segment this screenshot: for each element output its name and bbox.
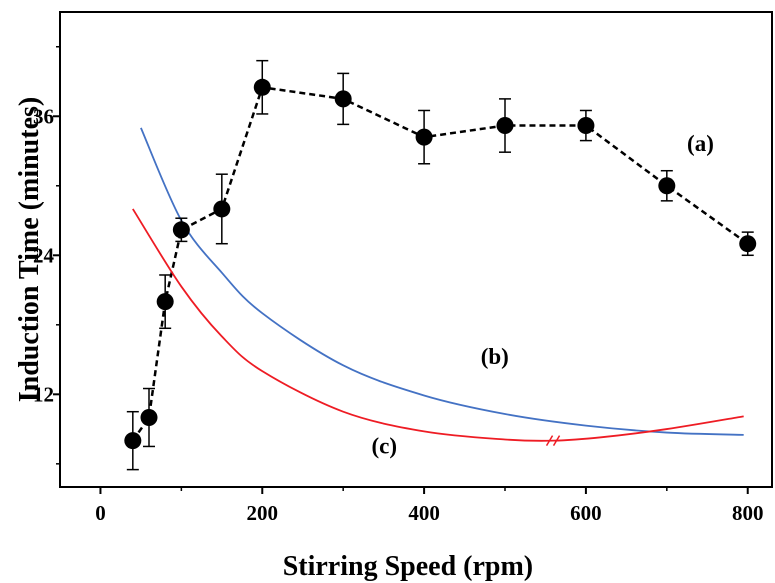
x-tick-label: 0 — [95, 501, 106, 525]
plot-frame — [59, 11, 773, 488]
data-point — [415, 128, 433, 146]
data-point — [577, 117, 595, 135]
x-tick-label: 200 — [247, 501, 279, 525]
data-point — [658, 177, 676, 195]
break-mark — [545, 435, 554, 447]
data-point — [334, 90, 352, 108]
data-point — [253, 78, 271, 96]
y-tick-label: 24 — [33, 243, 55, 267]
markers — [124, 59, 757, 471]
curve-label-a: (a) — [687, 131, 714, 156]
y-tick-label: 36 — [33, 104, 54, 128]
x-axis-title: Stirring Speed (rpm) — [283, 551, 533, 582]
data-point — [739, 235, 757, 253]
curves — [131, 85, 749, 447]
data-point — [124, 432, 142, 450]
x-tick-label: 800 — [732, 501, 764, 525]
data-point — [172, 221, 190, 239]
y-axis-title: Induction Time (minutes) — [14, 97, 45, 402]
data-point — [156, 293, 174, 311]
series-1-line — [140, 127, 744, 436]
axis-ticks: 0 200 400 600 800 12 24 36 — [33, 46, 764, 525]
data-point — [140, 408, 158, 426]
series-0-line — [131, 85, 749, 442]
plot-border — [59, 11, 773, 488]
x-tick-label: 600 — [570, 501, 602, 525]
series-2-line — [132, 208, 744, 442]
break-mark — [552, 435, 561, 447]
data-point — [213, 200, 231, 218]
x-tick-label: 400 — [408, 501, 440, 525]
curve-label-c: (c) — [372, 433, 398, 458]
curve-label-b: (b) — [481, 344, 509, 369]
data-point — [496, 117, 514, 135]
y-tick-label: 12 — [33, 382, 54, 406]
